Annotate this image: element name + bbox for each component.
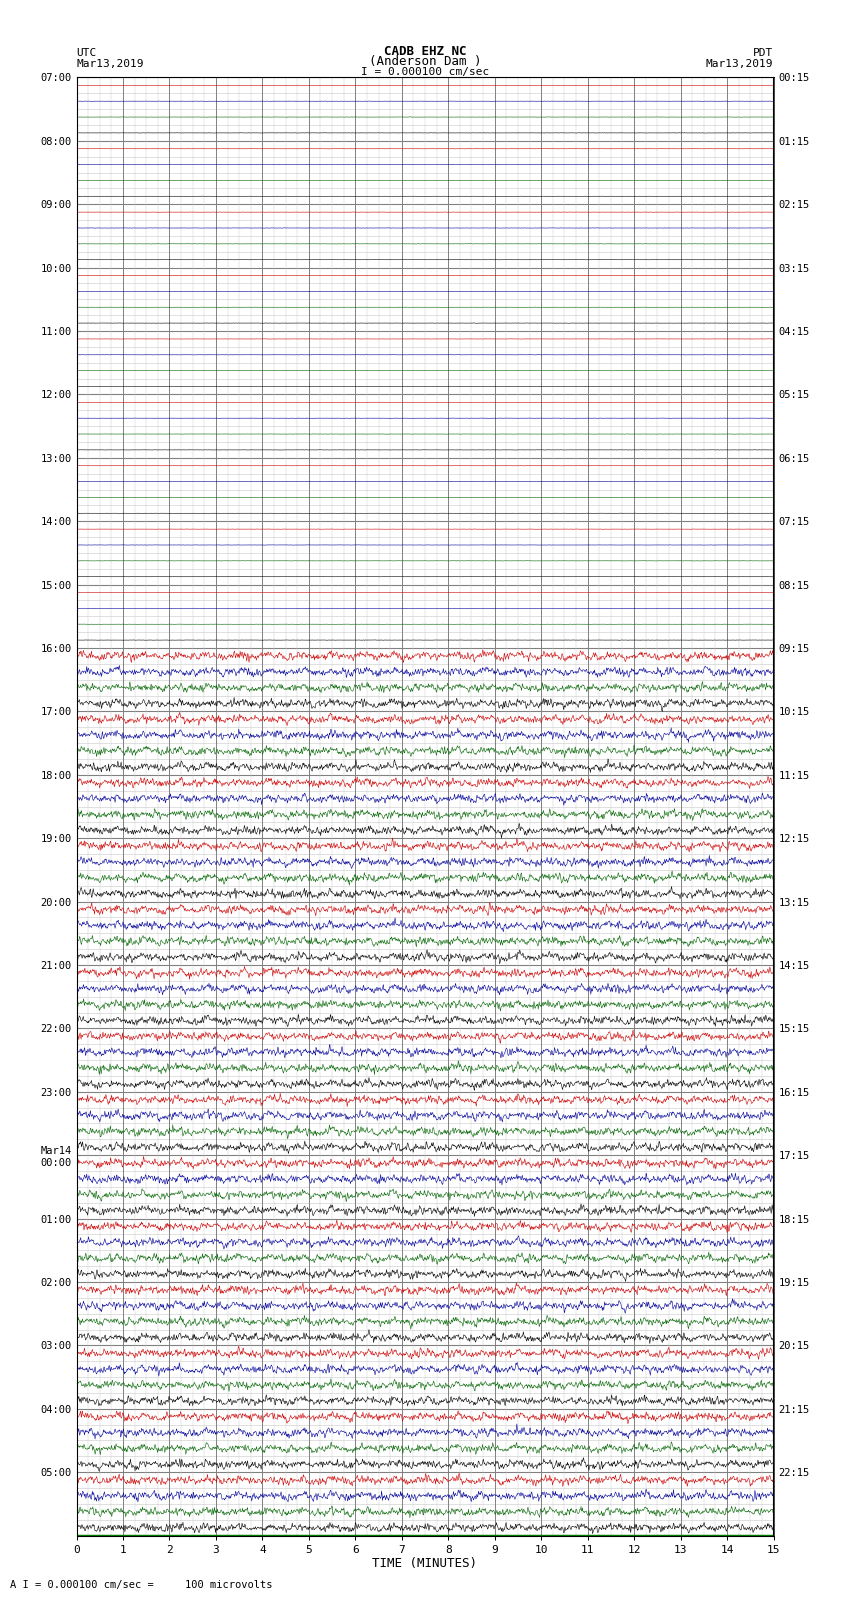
X-axis label: TIME (MINUTES): TIME (MINUTES) [372, 1558, 478, 1571]
Text: (Anderson Dam ): (Anderson Dam ) [369, 55, 481, 68]
Text: PDT: PDT [753, 48, 774, 58]
Text: CADB EHZ NC: CADB EHZ NC [383, 45, 467, 58]
Text: I = 0.000100 cm/sec: I = 0.000100 cm/sec [361, 68, 489, 77]
Text: Mar13,2019: Mar13,2019 [706, 58, 774, 69]
Text: UTC: UTC [76, 48, 97, 58]
Text: A I = 0.000100 cm/sec =     100 microvolts: A I = 0.000100 cm/sec = 100 microvolts [10, 1581, 273, 1590]
Text: Mar13,2019: Mar13,2019 [76, 58, 144, 69]
